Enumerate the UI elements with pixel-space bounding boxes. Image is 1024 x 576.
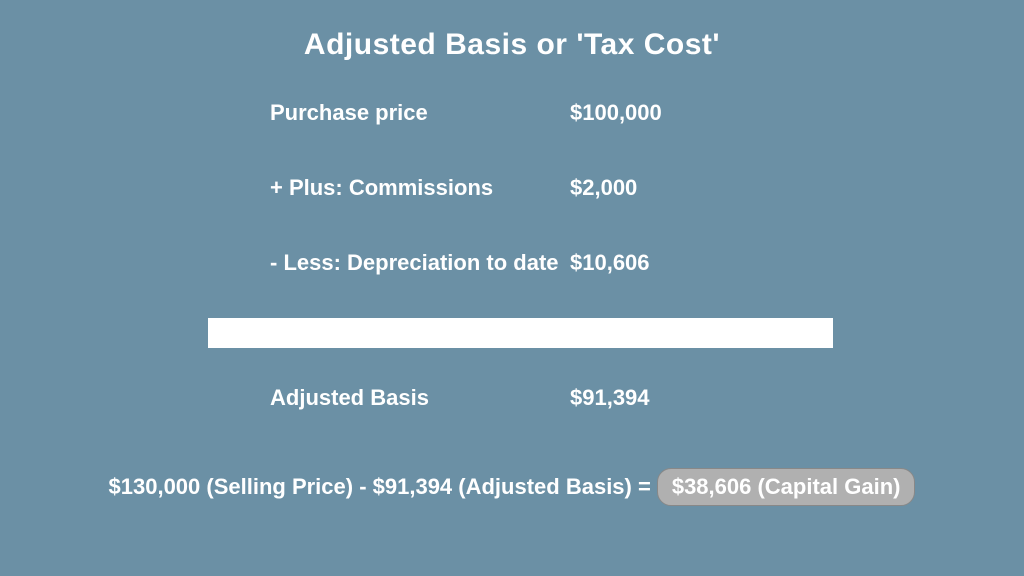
row-label: Purchase price xyxy=(270,100,428,126)
equation-line: $130,000 (Selling Price) - $91,394 (Adju… xyxy=(0,468,1024,506)
row-label: Adjusted Basis xyxy=(270,385,429,411)
row-value: $10,606 xyxy=(570,250,650,276)
slide-title: Adjusted Basis or 'Tax Cost' xyxy=(0,28,1024,62)
equation-text: $130,000 (Selling Price) - $91,394 (Adju… xyxy=(109,474,651,500)
row-label: + Plus: Commissions xyxy=(270,175,493,201)
row-label: - Less: Depreciation to date xyxy=(270,250,559,276)
row-value: $91,394 xyxy=(570,385,650,411)
row-value: $2,000 xyxy=(570,175,637,201)
capital-gain-badge: $38,606 (Capital Gain) xyxy=(657,468,916,506)
row-value: $100,000 xyxy=(570,100,662,126)
divider-bar xyxy=(208,318,833,348)
